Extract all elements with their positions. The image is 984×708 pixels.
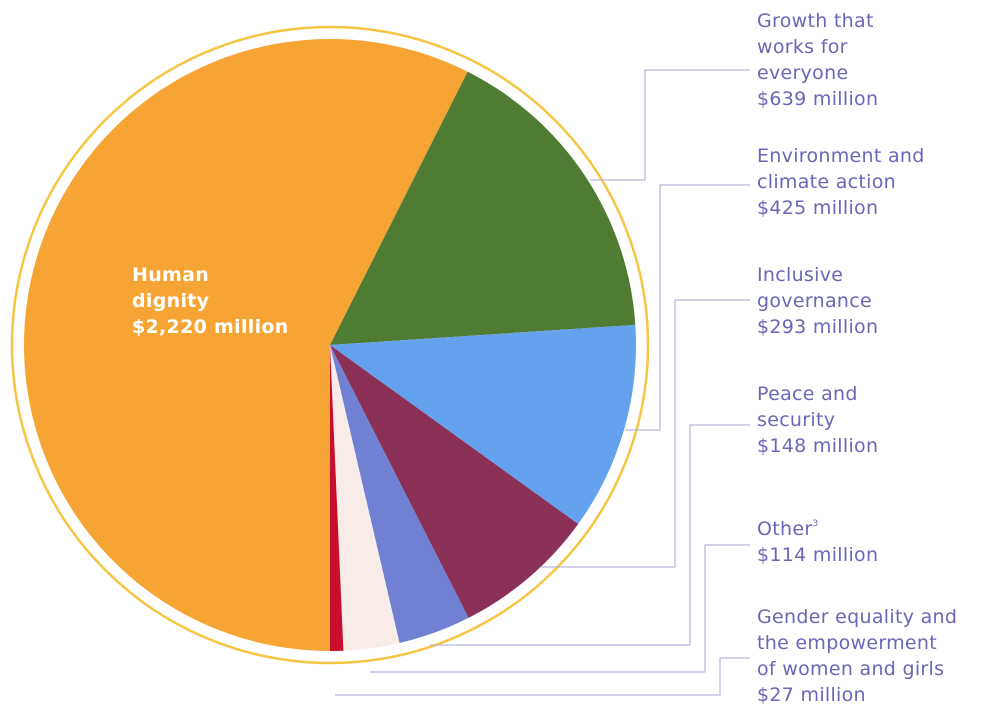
slice-label: Gender equality and the empowerment of w… — [757, 604, 957, 708]
leader-line — [430, 424, 750, 646]
value-label: $639 million — [757, 88, 879, 110]
value-label: $425 million — [757, 197, 879, 219]
leader-line — [370, 544, 750, 673]
leader-line — [625, 184, 750, 431]
pie-slice — [330, 324, 636, 525]
leader-line — [335, 657, 750, 696]
value-label: $293 million — [757, 316, 879, 338]
value-label: $27 million — [757, 684, 866, 706]
value-label: $148 million — [757, 435, 879, 457]
value-label: $114 million — [757, 544, 879, 566]
category-name: Human dignity — [132, 264, 210, 312]
value-label: $2,220 million — [132, 316, 289, 338]
slice-label: Inclusive governance $293 million — [757, 262, 878, 340]
leader-line — [540, 299, 750, 568]
pie-slice — [330, 345, 469, 644]
pie-slice — [330, 71, 636, 345]
slice-label: Growth that works for everyone $639 milli… — [757, 8, 878, 112]
pie-slice — [330, 345, 579, 618]
pie-slice — [23, 38, 468, 652]
category-name: Other — [757, 518, 813, 540]
category-name: Environment and climate action — [757, 145, 925, 193]
slice-label: Peace and security $148 million — [757, 381, 878, 459]
leader-line — [590, 69, 750, 181]
outer-ring — [10, 25, 650, 665]
slice-label: Human dignity $2,220 million — [132, 262, 289, 340]
category-name: Peace and security — [757, 383, 858, 431]
footnote: 3 — [812, 519, 819, 529]
slice-label: Other3 $114 million — [757, 511, 878, 568]
slice-label: Environment and climate action $425 milli… — [757, 143, 925, 221]
category-name: Growth that works for everyone — [757, 10, 874, 84]
pie-slice — [330, 345, 400, 651]
category-name: Inclusive governance — [757, 264, 872, 312]
category-name: Gender equality and the empowerment of w… — [757, 606, 958, 680]
pie-slice — [330, 345, 344, 651]
